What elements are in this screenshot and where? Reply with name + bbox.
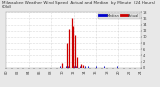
Text: Milwaukee Weather Wind Speed  Actual and Median  by Minute  (24 Hours) (Old): Milwaukee Weather Wind Speed Actual and … (2, 1, 155, 9)
Legend: Median, Actual: Median, Actual (98, 13, 140, 19)
